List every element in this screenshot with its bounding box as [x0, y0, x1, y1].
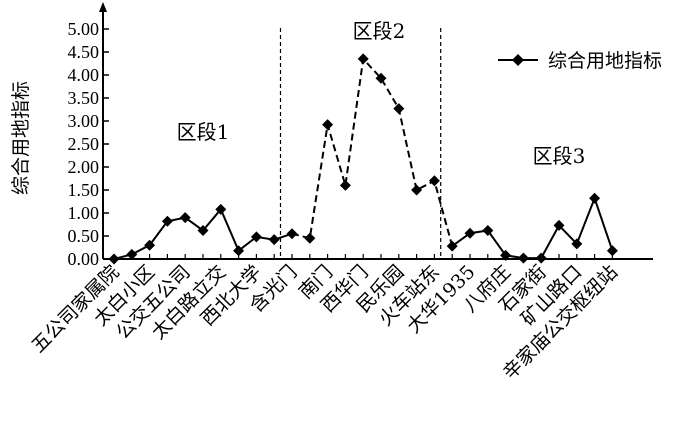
data-point [428, 175, 440, 187]
segment-label: 区段2 [353, 19, 406, 43]
y-tick-label: 1.00 [68, 203, 100, 223]
y-axis-label: 综合用地指标 [10, 81, 32, 195]
data-point [286, 228, 298, 240]
data-point [517, 252, 529, 264]
y-tick-label: 4.50 [68, 42, 100, 62]
segment-label: 区段1 [177, 120, 230, 144]
data-point [268, 234, 280, 246]
legend-entry: 综合用地指标 [548, 50, 662, 72]
data-point [108, 253, 120, 265]
data-point [375, 72, 387, 84]
y-tick-label: 1.50 [68, 180, 100, 200]
data-point [250, 231, 262, 243]
segment-label: 区段3 [533, 144, 586, 168]
legend-marker-icon [512, 54, 524, 66]
data-point [535, 252, 547, 264]
data-point [339, 179, 351, 191]
data-point [197, 224, 209, 236]
y-tick-label: 5.00 [68, 19, 100, 39]
series-line-segment-3 [451, 195, 614, 260]
data-point [161, 215, 173, 227]
legend: 综合用地指标 [498, 50, 662, 72]
data-point [144, 239, 156, 251]
segment-separators [279, 28, 442, 259]
data-point [446, 240, 458, 252]
data-point [606, 245, 618, 257]
series-line-segment-2 [291, 56, 454, 247]
data-point [179, 212, 191, 224]
y-tick-label: 3.50 [68, 88, 100, 108]
data-point [215, 203, 227, 215]
y-tick-label: 0.50 [68, 226, 100, 246]
data-point [589, 192, 601, 204]
y-tick-label: 3.00 [68, 111, 100, 131]
data-point [357, 53, 369, 65]
data-point [304, 232, 316, 244]
data-point [571, 238, 583, 250]
y-axis-ticks: 0.00 0.50 1.00 1.50 2.00 2.50 3.00 3.50 4.00 4.50… [68, 19, 109, 269]
data-point [500, 249, 512, 261]
data-point [482, 224, 494, 236]
y-tick-label: 2.00 [68, 157, 100, 177]
y-tick-label: 4.00 [68, 65, 100, 85]
data-point [233, 245, 245, 257]
y-tick-label: 0.00 [68, 249, 100, 269]
data-point [464, 227, 476, 239]
data-point [126, 248, 138, 260]
y-tick-label: 2.50 [68, 134, 100, 154]
data-point [393, 103, 405, 115]
series-points [108, 53, 618, 265]
data-point [411, 184, 423, 196]
chart-axes [99, 2, 653, 260]
data-point [322, 119, 334, 131]
segment-labels: 区段1 区段2 区段3 [177, 19, 586, 168]
data-point [553, 219, 565, 231]
x-axis-ticks: 五公司家属院太白小区公交五公司太白路立交西北大学含光门南门西华门民乐园火车站东大… [27, 254, 622, 384]
